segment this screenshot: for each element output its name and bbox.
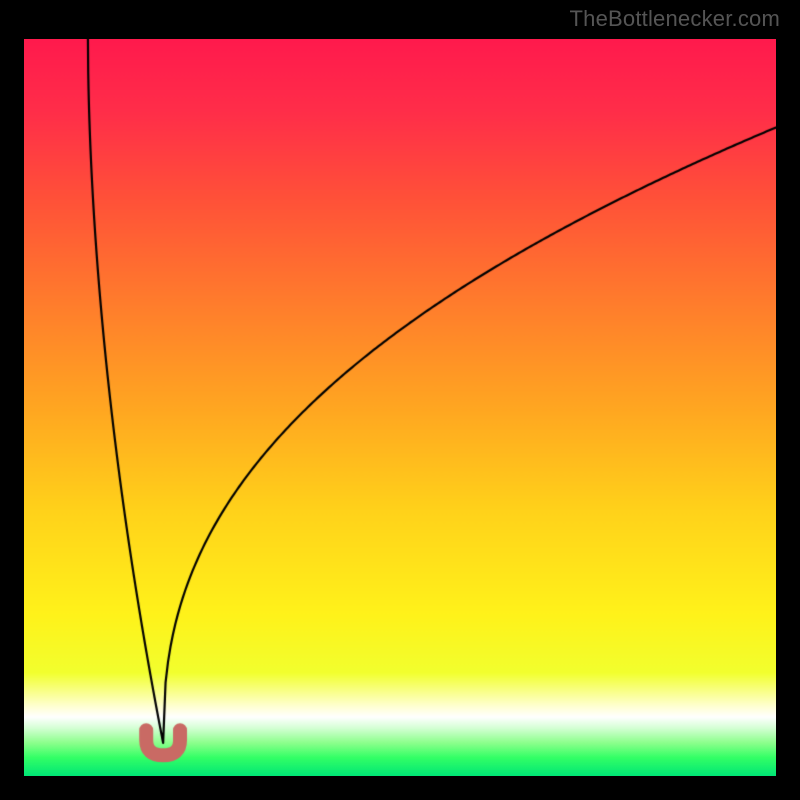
chart-frame-bottom xyxy=(20,776,780,780)
bottleneck-curve xyxy=(24,39,776,776)
chart-frame-right xyxy=(776,35,780,780)
chart-stage: TheBottlenecker.com xyxy=(0,0,800,800)
watermark-text: TheBottlenecker.com xyxy=(570,6,780,32)
